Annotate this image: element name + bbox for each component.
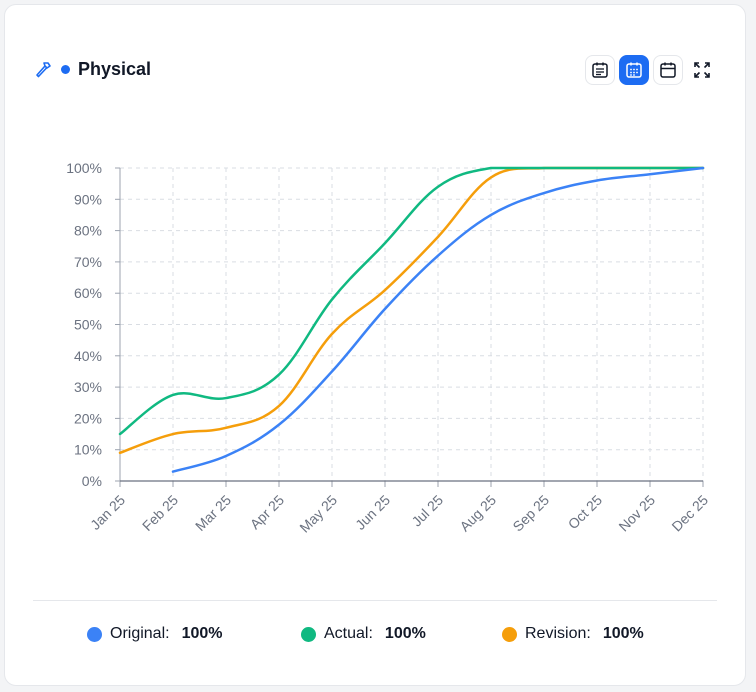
y-tick-label: 80% xyxy=(74,223,102,239)
y-tick-label: 40% xyxy=(74,348,102,364)
title-dot xyxy=(61,65,70,74)
legend-item-original[interactable]: Original: 100% xyxy=(87,625,223,643)
y-tick-label: 50% xyxy=(74,317,102,333)
series-line-original xyxy=(171,166,705,473)
y-tick-label: 70% xyxy=(74,254,102,270)
x-tick-label: Jul 25 xyxy=(408,492,446,530)
legend-dot-revision xyxy=(502,626,517,642)
legend-label: Actual: xyxy=(324,625,373,642)
x-tick-label: Dec 25 xyxy=(668,492,711,535)
card-header: Physical xyxy=(5,5,745,125)
x-tick-label: Aug 25 xyxy=(456,492,499,535)
legend-item-revision[interactable]: Revision: 100% xyxy=(502,625,644,643)
calendar-icon xyxy=(660,62,676,78)
y-tick-label: 100% xyxy=(66,160,102,176)
y-tick-label: 0% xyxy=(82,473,102,489)
legend-value: 100% xyxy=(602,625,644,642)
y-tick-label: 30% xyxy=(74,379,102,395)
legend-dot-actual xyxy=(301,626,316,642)
series-line-actual xyxy=(118,166,705,436)
calendar-button[interactable] xyxy=(653,55,683,85)
legend-label: Original: xyxy=(110,625,170,642)
legend-divider xyxy=(33,600,717,601)
legend-dot-original xyxy=(87,626,102,642)
calendar-grid-icon xyxy=(626,62,642,78)
x-tick-label: Oct 25 xyxy=(565,492,606,533)
x-tick-label: Nov 25 xyxy=(615,492,658,535)
legend-item-actual[interactable]: Actual: 100% xyxy=(301,625,426,643)
expand-button[interactable] xyxy=(687,55,717,85)
legend-value: 100% xyxy=(181,625,223,642)
x-tick-label: Sep 25 xyxy=(509,492,552,535)
x-tick-label: Apr 25 xyxy=(247,492,288,533)
view-toolbar xyxy=(585,55,717,85)
x-tick-label: Feb 25 xyxy=(139,492,181,534)
y-tick-label: 90% xyxy=(74,191,102,207)
x-tick-label: Jun 25 xyxy=(352,492,393,533)
calendar-grid-button[interactable] xyxy=(619,55,649,85)
x-tick-label: Mar 25 xyxy=(192,492,234,534)
expand-icon xyxy=(694,62,710,78)
hammer-icon xyxy=(33,60,53,80)
title-group: Physical xyxy=(33,59,151,80)
legend-value: 100% xyxy=(384,625,426,642)
legend-label: Revision: xyxy=(525,625,591,642)
x-tick-label: Jan 25 xyxy=(87,492,128,533)
y-tick-label: 10% xyxy=(74,442,102,458)
page-title: Physical xyxy=(78,59,152,79)
x-tick-label: May 25 xyxy=(296,492,340,536)
calendar-list-button[interactable] xyxy=(585,55,615,85)
line-chart: 0% 10% 20% 30% 40% 50% 60% 70% 80% 90% 100% Jan 25 F… xyxy=(66,160,711,536)
chart-legend: Original: 100% Actual: 100% Revision: 10… xyxy=(5,625,745,655)
chart-card: Physical xyxy=(4,4,746,686)
y-tick-label: 60% xyxy=(74,285,102,301)
calendar-list-icon xyxy=(592,62,608,78)
y-tick-label: 20% xyxy=(74,410,102,426)
